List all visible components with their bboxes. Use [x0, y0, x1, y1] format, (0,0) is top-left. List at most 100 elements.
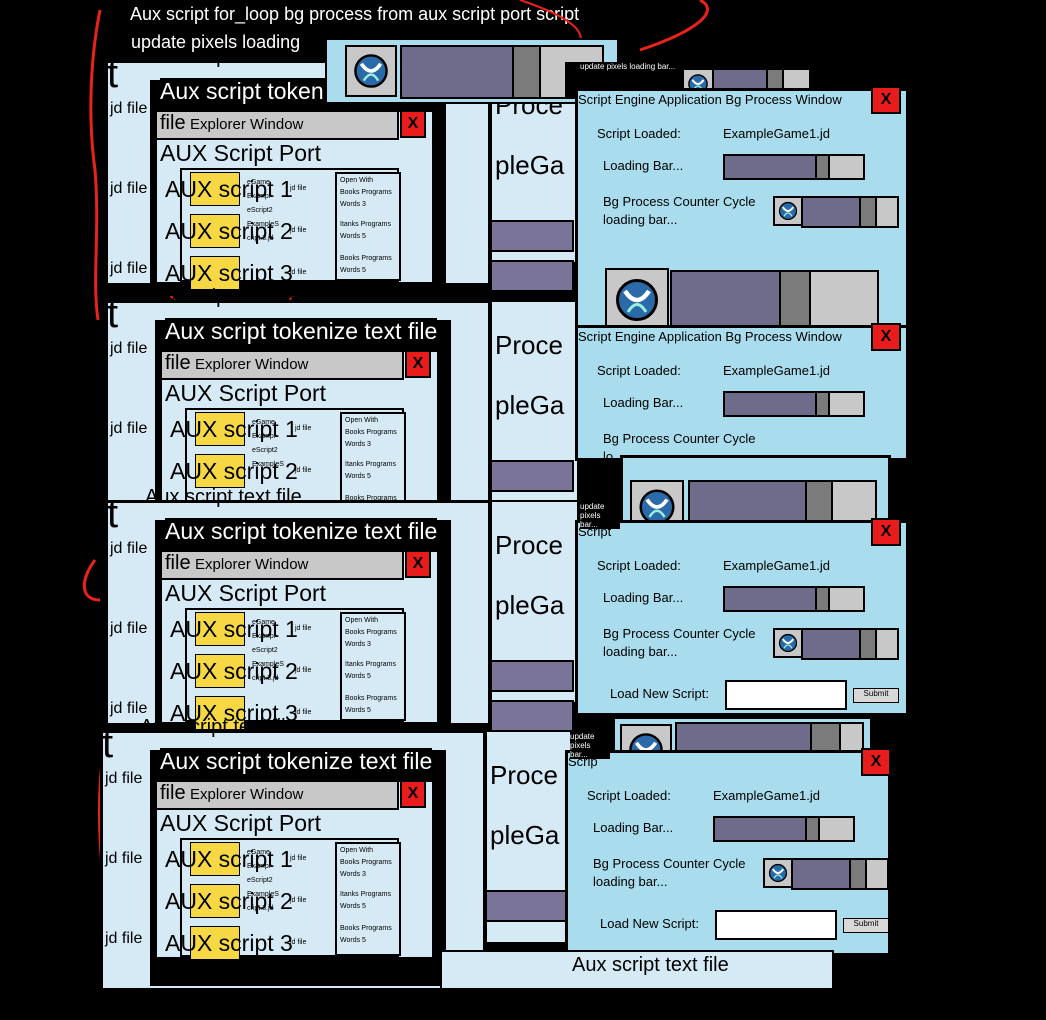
open-with-item[interactable]: Words 5: [345, 473, 371, 480]
close-icon[interactable]: X: [861, 748, 891, 776]
explorer-title: Explorer Window: [190, 786, 304, 803]
open-with-item[interactable]: Open With: [340, 847, 374, 854]
aux-script-label[interactable]: AUX script 1: [165, 176, 293, 202]
globe-icon: [345, 45, 397, 97]
explorer-titlebar[interactable]: [155, 780, 399, 810]
open-with-item[interactable]: Words 5: [345, 707, 371, 714]
open-with-item[interactable]: Books Programs: [345, 495, 397, 502]
aux-script-label[interactable]: AUX script 2: [165, 218, 293, 244]
aux-big-letter: t: [107, 492, 119, 536]
aux-big-letter: t: [102, 722, 114, 766]
open-with-item[interactable]: Books Programs: [340, 859, 392, 866]
gray-bar: [485, 890, 569, 922]
slider-handle[interactable]: [512, 45, 541, 99]
open-with-item[interactable]: Books Programs: [345, 629, 397, 636]
folder-icon[interactable]: [190, 214, 240, 248]
close-icon[interactable]: X: [871, 86, 901, 114]
folder-icon[interactable]: [195, 412, 245, 446]
submit-button[interactable]: Submit: [853, 688, 899, 703]
folder-icon[interactable]: [195, 454, 245, 488]
aux-script-label[interactable]: AUX script 2: [165, 888, 293, 914]
aux-script-label[interactable]: AUX script 3: [165, 260, 293, 286]
loading-bar-label: Loading Bar...: [603, 395, 684, 410]
open-with-item[interactable]: Words 5: [340, 903, 366, 910]
aux-script-label[interactable]: AUX script 1: [165, 846, 293, 872]
folder-icon[interactable]: [190, 842, 240, 876]
explorer-titlebar[interactable]: [155, 110, 399, 140]
aux-script-label[interactable]: AUX script 2: [170, 658, 298, 684]
folder-icon[interactable]: [190, 256, 240, 290]
open-with-item[interactable]: Words 5: [340, 233, 366, 240]
mid-text: Proce: [495, 530, 563, 560]
open-with-item[interactable]: Itanks Programs: [345, 461, 396, 468]
close-icon[interactable]: X: [405, 550, 431, 578]
aux-script-label[interactable]: AUX script 1: [170, 616, 298, 642]
open-with-item[interactable]: Words 3: [345, 641, 371, 648]
open-with-item[interactable]: Books Programs: [340, 925, 392, 932]
open-with-menu[interactable]: [340, 612, 406, 721]
close-icon[interactable]: X: [405, 350, 431, 378]
slider-handle[interactable]: [778, 270, 811, 330]
load-new-script-input[interactable]: [725, 680, 847, 710]
slider-handle[interactable]: [804, 816, 820, 842]
side-jd-file-label: jd file: [105, 930, 143, 947]
folder-icon[interactable]: [195, 612, 245, 646]
explorer-titlebar[interactable]: [160, 550, 404, 580]
slider-handle[interactable]: [814, 391, 830, 417]
engine-title: Script Engine Application Bg Process Win…: [578, 92, 842, 107]
loading-bar: [801, 628, 899, 660]
open-with-item[interactable]: Words 5: [340, 267, 366, 274]
open-with-item[interactable]: Words 5: [345, 673, 371, 680]
open-with-item[interactable]: Books Programs: [340, 255, 392, 262]
open-with-item[interactable]: Books Programs: [345, 429, 397, 436]
open-with-item[interactable]: Words 5: [340, 937, 366, 944]
load-new-script-input[interactable]: [715, 910, 837, 940]
folder-icon[interactable]: [190, 172, 240, 206]
slider-handle[interactable]: [859, 628, 878, 660]
mid-text: pleGa: [495, 390, 565, 420]
folder-icon[interactable]: [195, 696, 245, 730]
jd-file-label: jd file: [295, 709, 312, 716]
aux-script-label[interactable]: AUX script 1: [170, 416, 298, 442]
open-with-item[interactable]: Books Programs: [345, 695, 397, 702]
submit-button[interactable]: Submit: [843, 918, 889, 933]
update-label: update pixels loading bar...: [580, 62, 676, 71]
bottom-text: Aux script text file: [572, 954, 729, 976]
close-icon[interactable]: X: [871, 323, 901, 351]
script-loaded-value: ExampleGame1.jd: [723, 558, 830, 573]
loading-bar: [723, 154, 865, 180]
open-with-item[interactable]: Words 3: [340, 201, 366, 208]
open-with-item[interactable]: Words 3: [340, 871, 366, 878]
open-with-menu[interactable]: [335, 842, 401, 956]
gray-bar: [490, 660, 574, 692]
open-with-item[interactable]: Itanks Programs: [340, 891, 391, 898]
open-with-item[interactable]: Open With: [345, 617, 379, 624]
slider-handle[interactable]: [814, 586, 830, 612]
slider-handle[interactable]: [849, 858, 868, 890]
aux-script-label[interactable]: AUX script 3: [165, 930, 293, 956]
close-icon[interactable]: X: [871, 518, 901, 546]
open-with-item[interactable]: Itanks Programs: [340, 221, 391, 228]
aux-script-label[interactable]: AUX script 3: [170, 700, 298, 726]
folder-icon[interactable]: [190, 884, 240, 918]
open-with-item[interactable]: Books Programs: [340, 189, 392, 196]
folder-icon[interactable]: [190, 926, 240, 960]
aux-text-file-label: Aux script text file: [145, 486, 302, 508]
aux-script-label[interactable]: AUX script 2: [170, 458, 298, 484]
close-icon[interactable]: X: [400, 110, 426, 138]
loading-bar-fill: [803, 630, 860, 658]
open-with-item[interactable]: Itanks Programs: [345, 661, 396, 668]
bg-counter-label: Bg Process Counter Cycle: [603, 626, 756, 641]
explorer-titlebar[interactable]: [160, 350, 404, 380]
folder-icon[interactable]: [195, 654, 245, 688]
script-loaded-label: Script Loaded:: [587, 788, 671, 803]
close-icon[interactable]: X: [400, 780, 426, 808]
open-with-menu[interactable]: [335, 172, 401, 281]
aux-text-file-label: Aux script text file: [145, 46, 302, 68]
side-jd-file-label: jd file: [105, 850, 143, 867]
open-with-item[interactable]: Words 3: [345, 441, 371, 448]
open-with-item[interactable]: Open With: [345, 417, 379, 424]
slider-handle[interactable]: [859, 196, 878, 228]
slider-handle[interactable]: [814, 154, 830, 180]
open-with-item[interactable]: Open With: [340, 177, 374, 184]
